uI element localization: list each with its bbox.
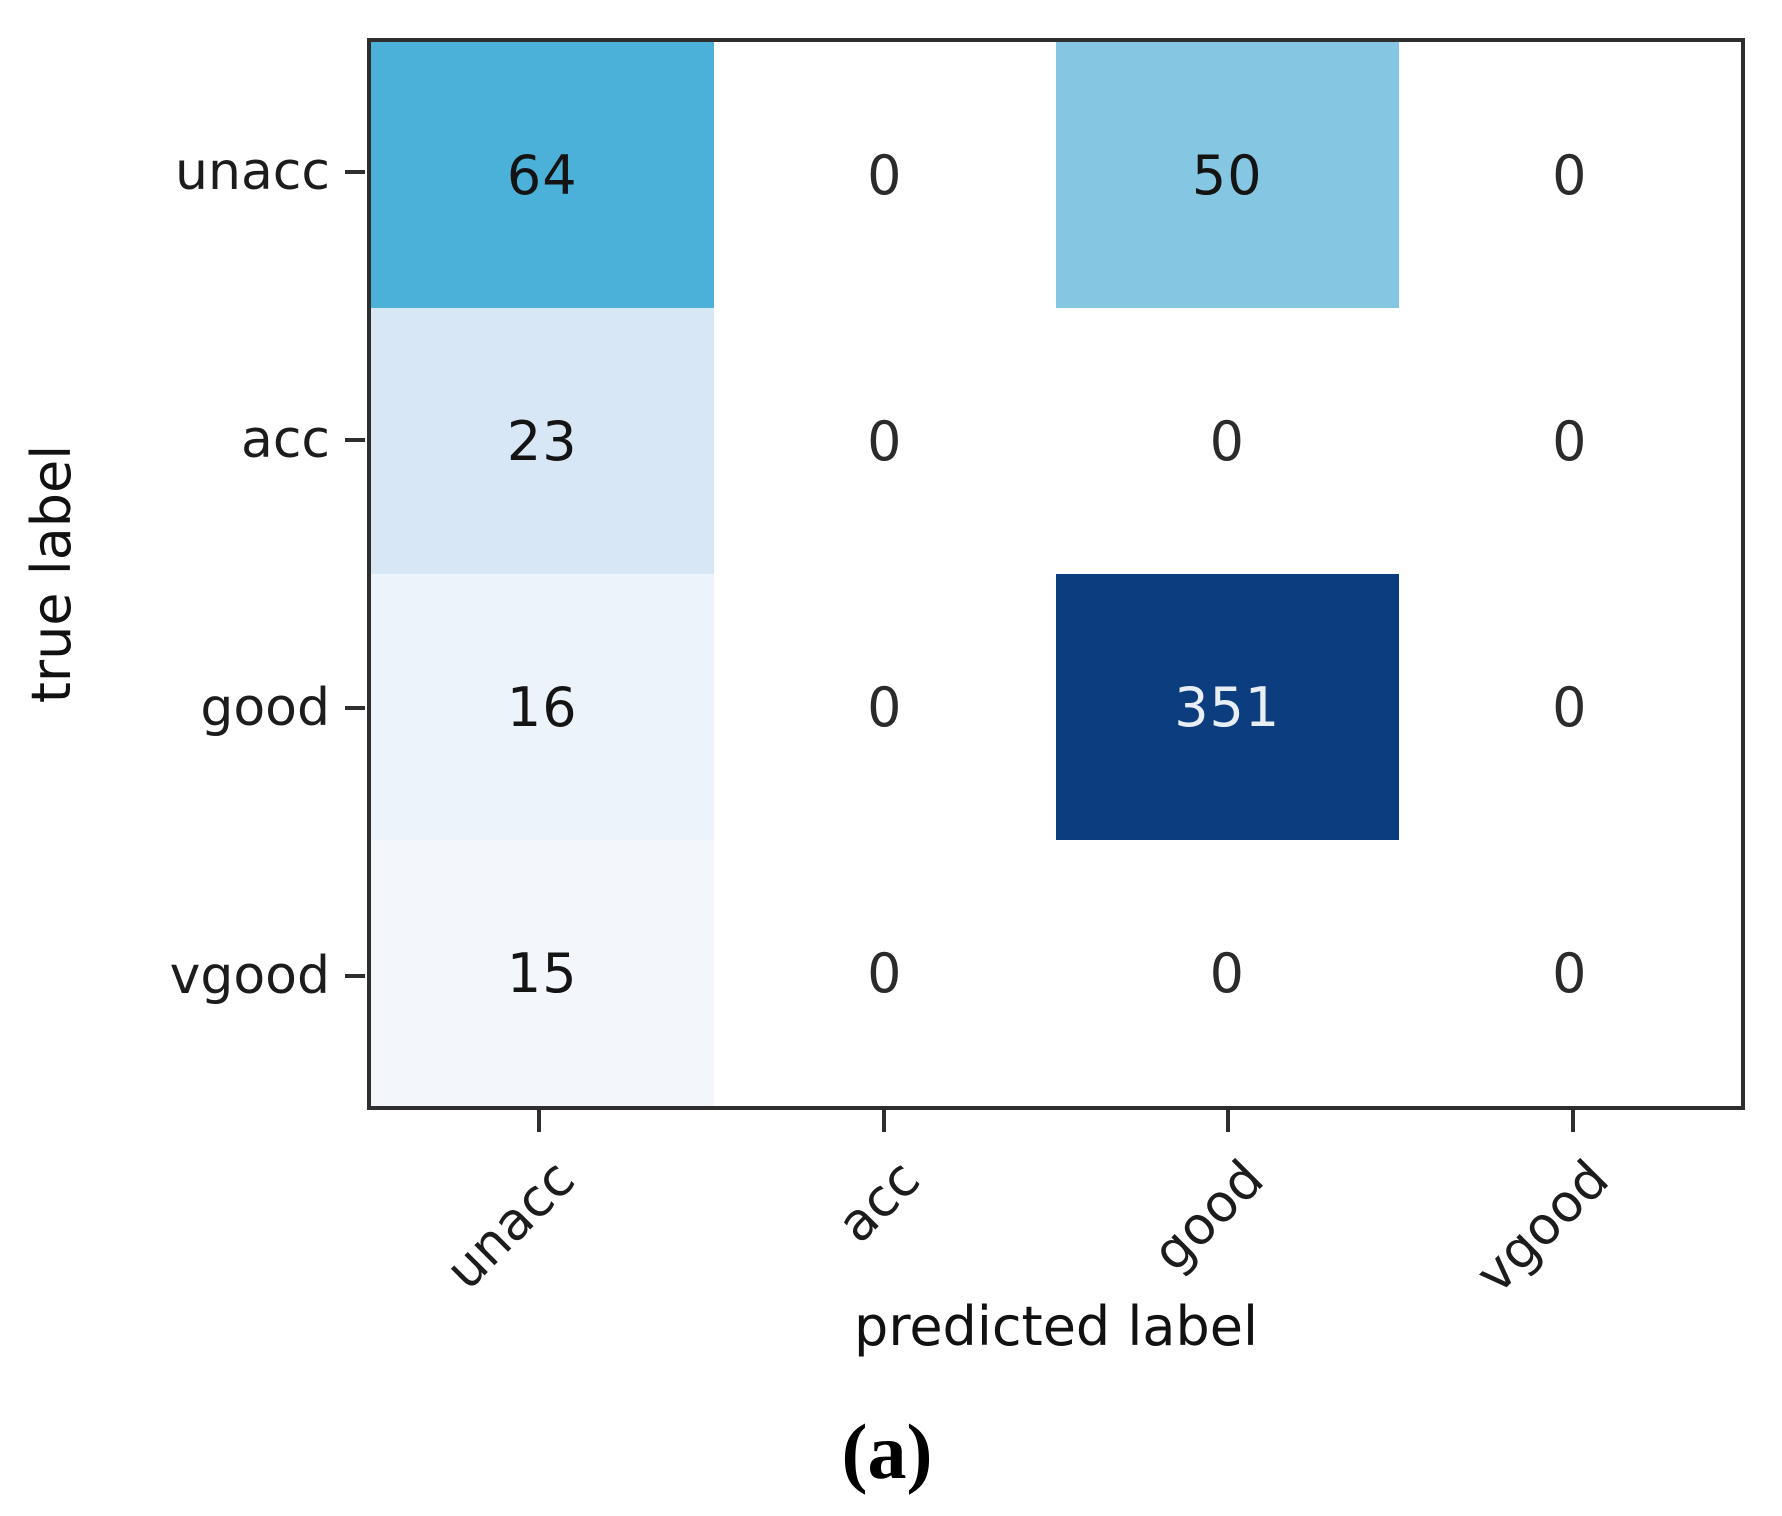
cell-value: 0 xyxy=(1552,143,1588,207)
figure-caption: (a) xyxy=(841,1408,933,1495)
cell-value: 16 xyxy=(506,675,578,739)
cell-value: 0 xyxy=(867,675,903,739)
x-tick-label-vgood: vgood xyxy=(1464,1149,1621,1306)
heatmap-cell-acc-good: 0 xyxy=(1056,308,1399,574)
heatmap-cell-vgood-good: 0 xyxy=(1056,840,1399,1106)
heatmap-cells: 64 0 50 0 23 0 0 0 16 0 351 0 15 0 0 0 xyxy=(371,42,1741,1106)
heatmap-cell-acc-acc: 0 xyxy=(713,308,1056,574)
y-tick-label-vgood: vgood xyxy=(169,946,330,1006)
cell-value: 0 xyxy=(1209,941,1245,1005)
x-tick-mark-unacc xyxy=(537,1110,542,1132)
cell-value: 0 xyxy=(1552,409,1588,473)
heatmap-cell-vgood-vgood: 0 xyxy=(1398,840,1741,1106)
heatmap-cell-good-acc: 0 xyxy=(713,574,1056,840)
x-tick-label-unacc: unacc xyxy=(434,1149,587,1302)
y-tick-mark-good xyxy=(345,706,365,710)
heatmap-cell-unacc-vgood: 0 xyxy=(1398,42,1741,308)
y-tick-mark-unacc xyxy=(345,170,365,174)
heatmap-cell-unacc-acc: 0 xyxy=(713,42,1056,308)
x-tick-mark-vgood xyxy=(1570,1110,1575,1132)
heatmap-cell-vgood-acc: 0 xyxy=(713,840,1056,1106)
x-axis-title: predicted label xyxy=(854,1295,1258,1358)
y-tick-mark-vgood xyxy=(345,974,365,978)
cell-value: 0 xyxy=(867,941,903,1005)
cell-value: 23 xyxy=(506,409,578,473)
x-tick-mark-acc xyxy=(881,1110,886,1132)
heatmap-cell-acc-unacc: 23 xyxy=(371,308,714,574)
cell-value: 15 xyxy=(506,941,578,1005)
y-tick-label-unacc: unacc xyxy=(175,142,330,202)
heatmap-cell-good-good: 351 xyxy=(1056,574,1399,840)
y-tick-label-good: good xyxy=(200,678,330,738)
y-axis-title: true label xyxy=(20,444,83,704)
cell-value: 0 xyxy=(1209,409,1245,473)
x-tick-mark-good xyxy=(1226,1110,1231,1132)
y-tick-mark-acc xyxy=(345,438,365,442)
cell-value: 0 xyxy=(867,409,903,473)
cell-value: 0 xyxy=(1552,941,1588,1005)
heatmap-cell-unacc-unacc: 64 xyxy=(371,42,714,308)
cell-value: 64 xyxy=(506,143,578,207)
heatmap-cell-good-unacc: 16 xyxy=(371,574,714,840)
x-tick-label-good: good xyxy=(1141,1149,1276,1284)
cell-value: 351 xyxy=(1174,675,1281,739)
x-tick-label-acc: acc xyxy=(825,1149,932,1255)
heatmap-plot-area: 64 0 50 0 23 0 0 0 16 0 351 0 15 0 0 0 xyxy=(367,38,1745,1110)
cell-value: 0 xyxy=(867,143,903,207)
heatmap-cell-acc-vgood: 0 xyxy=(1398,308,1741,574)
heatmap-cell-vgood-unacc: 15 xyxy=(371,840,714,1106)
cell-value: 50 xyxy=(1191,143,1263,207)
heatmap-cell-unacc-good: 50 xyxy=(1056,42,1399,308)
cell-value: 0 xyxy=(1552,675,1588,739)
heatmap-cell-good-vgood: 0 xyxy=(1398,574,1741,840)
y-tick-label-acc: acc xyxy=(240,410,330,470)
